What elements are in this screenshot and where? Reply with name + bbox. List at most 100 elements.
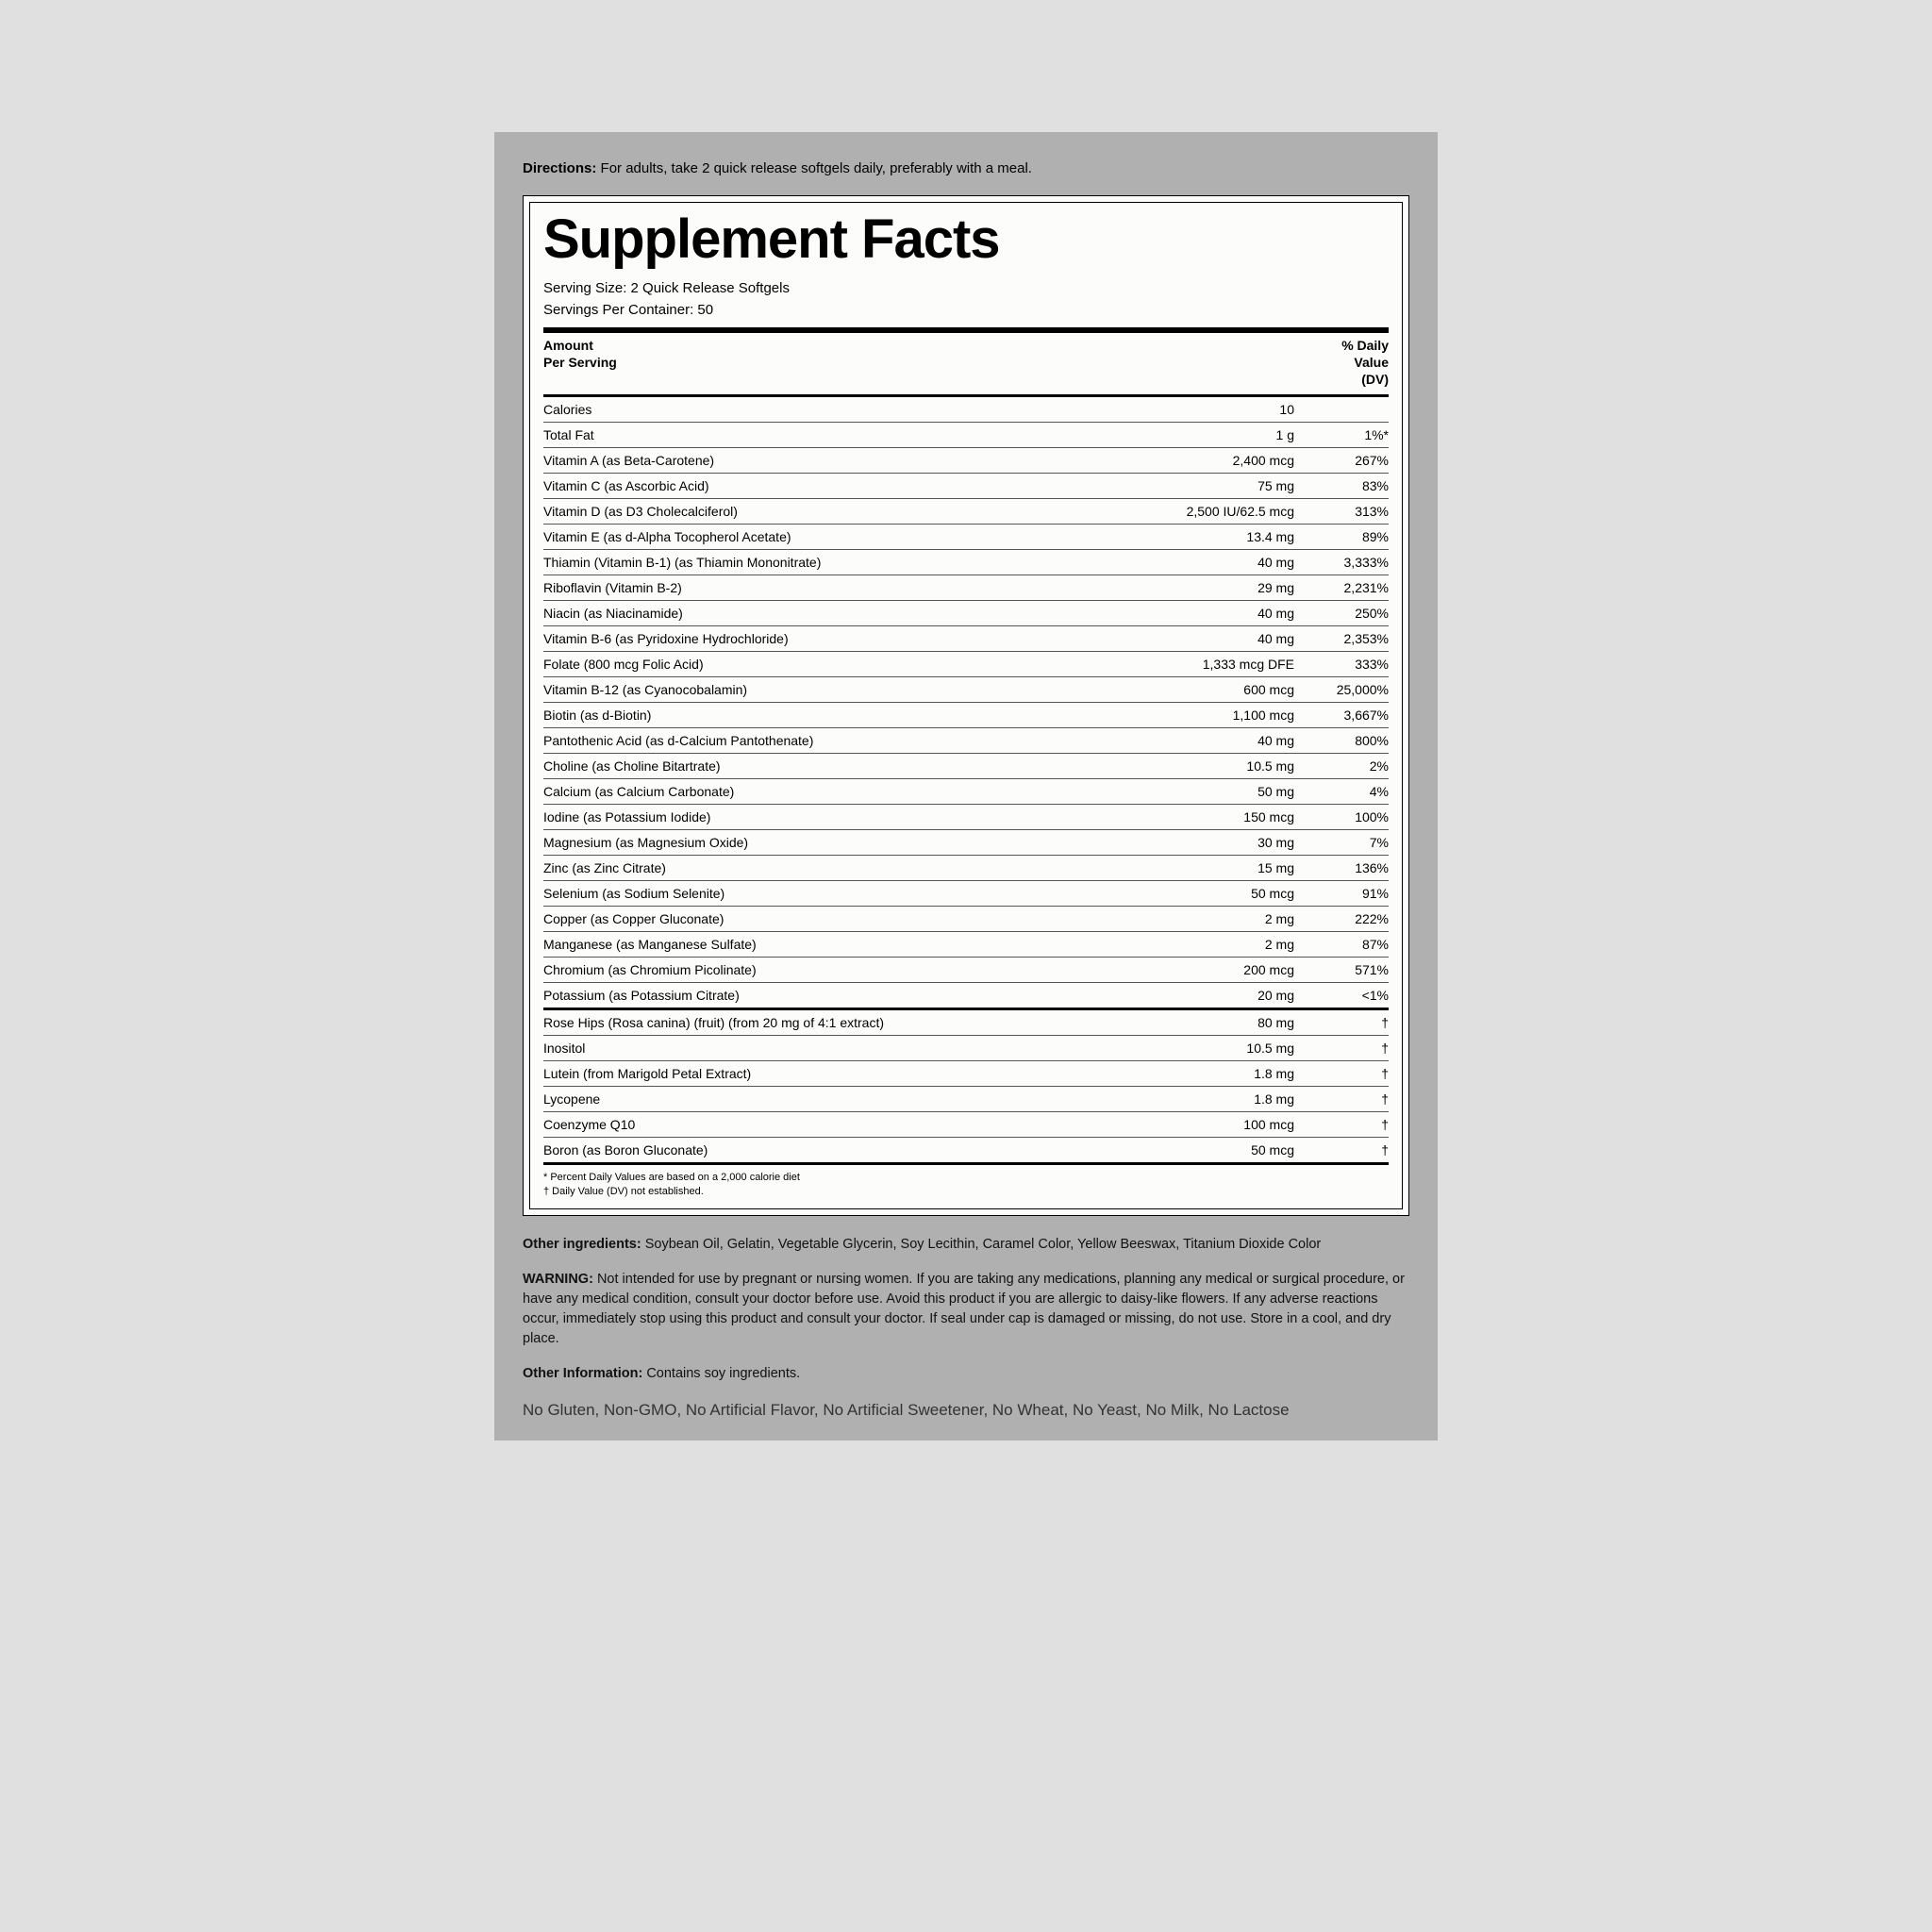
nutrient-amount: 600 mcg [1153,682,1313,697]
nutrient-row: Biotin (as d-Biotin)1,100 mcg3,667% [543,702,1389,727]
nutrient-amount: 1 g [1153,427,1313,442]
nutrient-dv: † [1313,1142,1389,1158]
nutrient-name: Chromium (as Chromium Picolinate) [543,962,1153,977]
nutrient-row: Choline (as Choline Bitartrate)10.5 mg2% [543,753,1389,778]
nutrient-row: Thiamin (Vitamin B-1) (as Thiamin Mononi… [543,549,1389,575]
nutrient-name: Niacin (as Niacinamide) [543,606,1153,621]
nutrient-amount: 150 mcg [1153,809,1313,824]
nutrient-dv: 222% [1313,911,1389,926]
nutrient-name: Riboflavin (Vitamin B-2) [543,580,1153,595]
nutrient-dv: 1%* [1313,427,1389,442]
other-information: Other Information: Contains soy ingredie… [523,1364,1409,1384]
servings-per-container: Servings Per Container: 50 [543,302,1389,318]
nutrient-amount: 50 mcg [1153,1142,1313,1158]
nutrient-dv: 7% [1313,835,1389,850]
nutrient-dv: 313% [1313,504,1389,519]
nutrient-name: Selenium (as Sodium Selenite) [543,886,1153,901]
nutrient-name: Zinc (as Zinc Citrate) [543,860,1153,875]
nutrient-table-main: Calories10Total Fat1 g1%*Vitamin A (as B… [543,397,1389,1008]
header-per-serving: Per Serving [543,355,617,370]
nutrient-dv: 800% [1313,733,1389,748]
nutrient-row: Chromium (as Chromium Picolinate)200 mcg… [543,957,1389,982]
header-left: Amount Per Serving [543,337,617,389]
nutrient-name: Rose Hips (Rosa canina) (fruit) (from 20… [543,1015,1153,1030]
nutrient-amount: 15 mg [1153,860,1313,875]
supplement-facts-panel: Supplement Facts Serving Size: 2 Quick R… [523,195,1409,1216]
nutrient-name: Vitamin D (as D3 Cholecalciferol) [543,504,1153,519]
nutrient-name: Calcium (as Calcium Carbonate) [543,784,1153,799]
warning-text: Not intended for use by pregnant or nurs… [523,1272,1405,1346]
nutrient-dv: 89% [1313,529,1389,544]
nutrient-row: Copper (as Copper Gluconate)2 mg222% [543,906,1389,931]
nutrient-row: Calories10 [543,397,1389,422]
nutrient-amount: 20 mg [1153,988,1313,1003]
footnote-dv: † Daily Value (DV) not established. [543,1185,1389,1199]
nutrient-dv: 100% [1313,809,1389,824]
nutrient-name: Manganese (as Manganese Sulfate) [543,937,1153,952]
nutrient-row: Total Fat1 g1%* [543,422,1389,447]
nutrient-row: Vitamin B-12 (as Cyanocobalamin)600 mcg2… [543,676,1389,702]
nutrient-row: Vitamin B-6 (as Pyridoxine Hydrochloride… [543,625,1389,651]
nutrient-row: Zinc (as Zinc Citrate)15 mg136% [543,855,1389,880]
nutrient-row: Coenzyme Q10100 mcg† [543,1111,1389,1137]
nutrient-row: Manganese (as Manganese Sulfate)2 mg87% [543,931,1389,957]
supplement-facts-inner: Supplement Facts Serving Size: 2 Quick R… [529,202,1403,1209]
nutrient-amount: 30 mg [1153,835,1313,850]
nutrient-amount: 29 mg [1153,580,1313,595]
nutrient-name: Copper (as Copper Gluconate) [543,911,1153,926]
nutrient-dv: <1% [1313,988,1389,1003]
nutrient-name: Vitamin A (as Beta-Carotene) [543,453,1153,468]
nutrient-name: Vitamin B-6 (as Pyridoxine Hydrochloride… [543,631,1153,646]
nutrient-amount: 200 mcg [1153,962,1313,977]
other-info-label: Other Information: [523,1366,642,1381]
nutrient-amount: 13.4 mg [1153,529,1313,544]
nutrient-row: Pantothenic Acid (as d-Calcium Pantothen… [543,727,1389,753]
nutrient-amount: 75 mg [1153,478,1313,493]
nutrient-dv: 91% [1313,886,1389,901]
nutrient-row: Vitamin C (as Ascorbic Acid)75 mg83% [543,473,1389,498]
nutrient-row: Rose Hips (Rosa canina) (fruit) (from 20… [543,1010,1389,1035]
table-header: Amount Per Serving % Daily Value (DV) [543,333,1389,394]
nutrient-amount: 80 mg [1153,1015,1313,1030]
nutrient-row: Vitamin D (as D3 Cholecalciferol)2,500 I… [543,498,1389,524]
nutrient-dv: 250% [1313,606,1389,621]
nutrient-dv: 136% [1313,860,1389,875]
nutrient-row: Selenium (as Sodium Selenite)50 mcg91% [543,880,1389,906]
nutrient-name: Inositol [543,1041,1153,1056]
nutrient-row: Iodine (as Potassium Iodide)150 mcg100% [543,804,1389,829]
nutrient-name: Vitamin B-12 (as Cyanocobalamin) [543,682,1153,697]
nutrient-name: Vitamin C (as Ascorbic Acid) [543,478,1153,493]
nutrient-dv: 87% [1313,937,1389,952]
nutrient-amount: 40 mg [1153,555,1313,570]
nutrient-name: Iodine (as Potassium Iodide) [543,809,1153,824]
footnotes: * Percent Daily Values are based on a 2,… [543,1165,1389,1200]
supplement-facts-title: Supplement Facts [543,212,1389,267]
nutrient-amount: 100 mcg [1153,1117,1313,1132]
other-info-text: Contains soy ingredients. [646,1366,800,1381]
other-ingredients: Other ingredients: Soybean Oil, Gelatin,… [523,1235,1409,1255]
nutrient-dv: † [1313,1015,1389,1030]
other-ingredients-text: Soybean Oil, Gelatin, Vegetable Glycerin… [645,1237,1322,1252]
nutrient-name: Calories [543,402,1153,417]
directions-text: Directions: For adults, take 2 quick rel… [523,158,1409,178]
nutrient-name: Biotin (as d-Biotin) [543,708,1153,723]
nutrient-name: Potassium (as Potassium Citrate) [543,988,1153,1003]
nutrient-dv: 2,353% [1313,631,1389,646]
nutrient-name: Folate (800 mcg Folic Acid) [543,657,1153,672]
nutrient-dv: 2,231% [1313,580,1389,595]
nutrient-row: Niacin (as Niacinamide)40 mg250% [543,600,1389,625]
header-right: % Daily Value (DV) [1341,337,1389,389]
nutrient-name: Boron (as Boron Gluconate) [543,1142,1153,1158]
nutrient-dv: 3,667% [1313,708,1389,723]
nutrient-row: Calcium (as Calcium Carbonate)50 mg4% [543,778,1389,804]
nutrient-dv: 3,333% [1313,555,1389,570]
header-dv: (DV) [1361,372,1389,387]
product-claims: No Gluten, Non-GMO, No Artificial Flavor… [523,1399,1409,1422]
nutrient-table-secondary: Rose Hips (Rosa canina) (fruit) (from 20… [543,1010,1389,1162]
nutrient-amount: 40 mg [1153,606,1313,621]
nutrient-row: Vitamin A (as Beta-Carotene)2,400 mcg267… [543,447,1389,473]
nutrient-amount: 2,400 mcg [1153,453,1313,468]
footnote-calorie: * Percent Daily Values are based on a 2,… [543,1171,1389,1185]
nutrient-name: Vitamin E (as d-Alpha Tocopherol Acetate… [543,529,1153,544]
nutrient-row: Lycopene1.8 mg† [543,1086,1389,1111]
